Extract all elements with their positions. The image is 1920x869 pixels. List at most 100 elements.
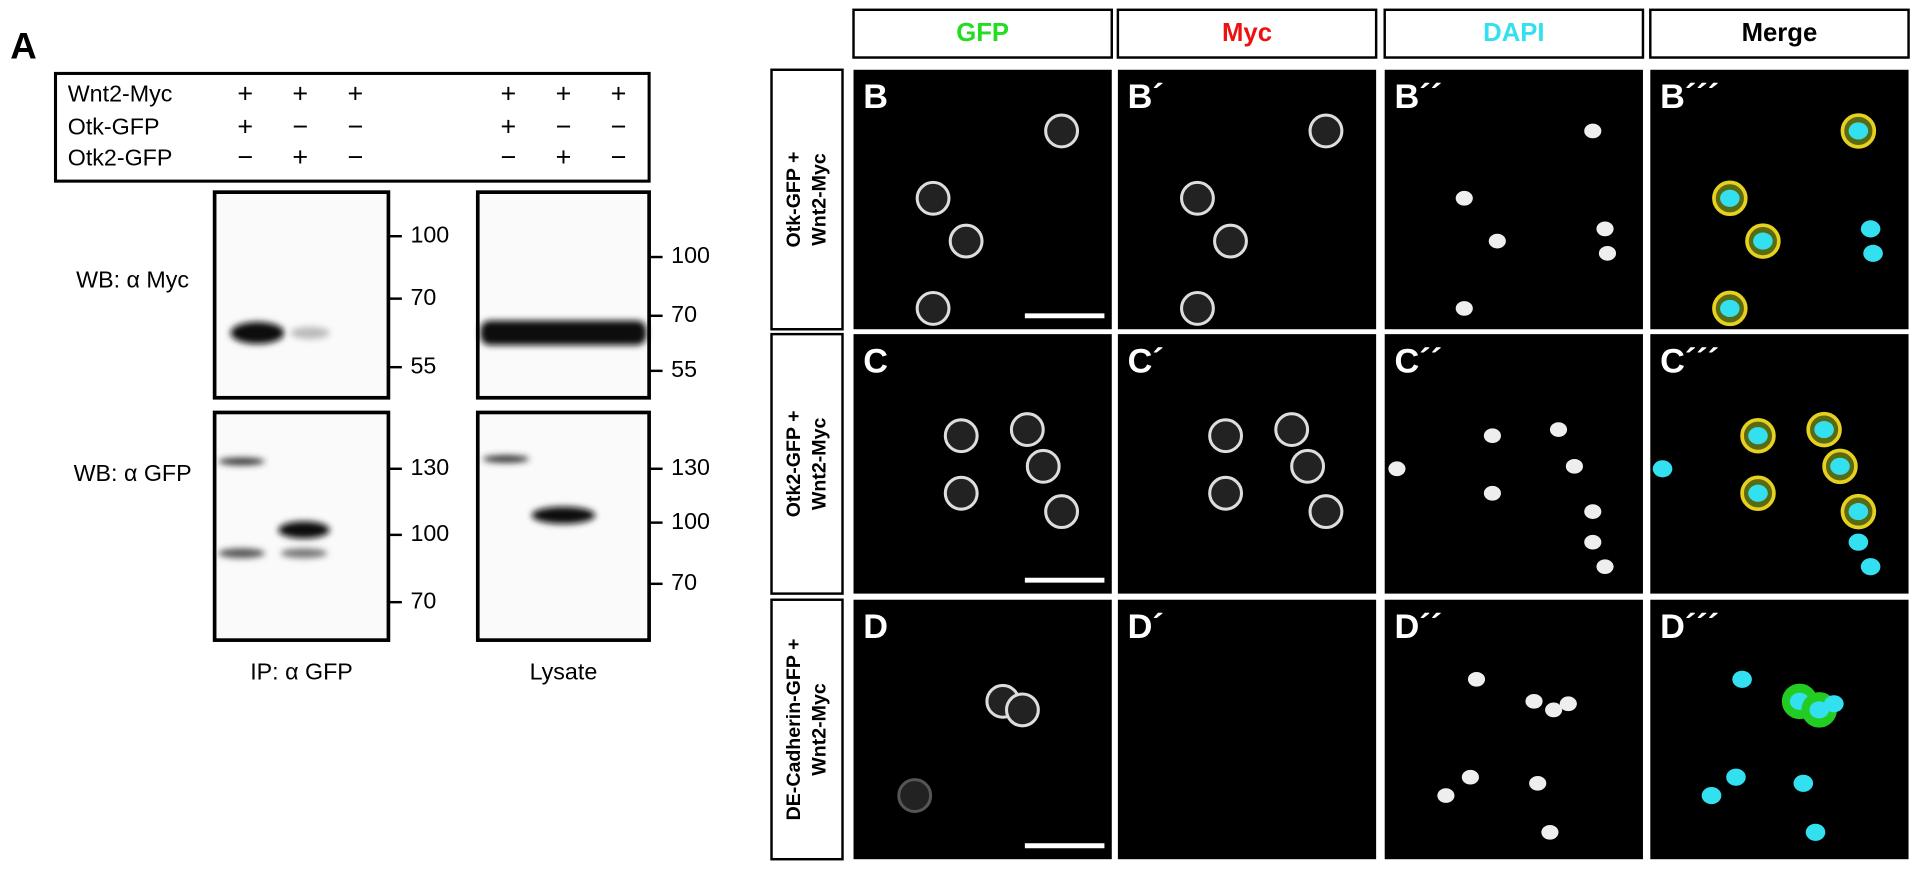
cell [1213,223,1248,259]
panel-letter: D [863,608,888,646]
nucleus [1860,220,1881,238]
cell [1004,692,1040,728]
band [482,455,530,463]
nucleus [1720,189,1740,207]
band [280,548,328,559]
treatment-sign: + [237,112,253,142]
lane-group-label: Lysate [530,658,598,684]
row-label: Wnt2-Myc [809,153,831,246]
marker-label: 100 [671,508,710,534]
band [218,457,265,466]
cell [943,418,979,454]
wb-label: WB: α GFP [74,460,192,486]
nucleus [1529,775,1547,791]
nucleus [1652,460,1673,478]
cells [1712,113,1883,327]
nucleus [1793,774,1814,792]
band [480,320,647,346]
panel-letter: B´ [1128,78,1164,116]
nucleus [1559,696,1577,712]
cells [943,412,1080,530]
nucleus [1549,422,1568,437]
treatment-name: Otk-GFP [68,114,160,140]
band [531,506,596,524]
nucleus [1584,534,1602,550]
cell [1044,113,1080,149]
panel-letter: D´ [1128,608,1164,646]
panel-letter: C´´´ [1660,343,1719,381]
micrograph [853,334,1112,594]
micrograph [1117,334,1377,594]
cells [1652,411,1881,576]
treatment-sign: + [292,79,308,109]
column-header-box [1116,8,1378,59]
nucleus [1720,299,1740,318]
treatment-sign: − [611,142,627,172]
cell [1308,113,1344,149]
micrograph [853,599,1112,860]
nucleus [1848,533,1869,551]
nucleus [1732,670,1752,688]
cells [1208,412,1344,530]
cells [1388,422,1614,575]
micrograph [1384,69,1643,330]
nucleus [1726,768,1746,786]
cell [915,180,951,216]
nucleus [1863,244,1883,262]
cell [1044,494,1080,530]
column-header-box [1649,8,1910,59]
blot-frame [212,410,391,642]
nucleus [1437,788,1455,803]
nucleus [1848,503,1869,521]
marker-label: 70 [671,301,697,327]
treatment-sign: + [501,79,517,109]
nucleus [1860,558,1881,576]
nucleus [1488,233,1506,249]
cell [1208,475,1244,511]
micrograph [1650,334,1909,594]
marker-label: 70 [410,587,436,613]
treatment-sign: + [292,142,308,172]
panel-letter: C´ [1128,343,1164,381]
micrograph [1650,599,1909,860]
micrograph [1384,599,1643,860]
nucleus [1565,458,1583,474]
nucleus [1596,221,1614,237]
blot-frame [475,190,651,400]
panel-letter: C´´ [1395,343,1443,381]
marker-label: 70 [671,569,697,595]
row-label: Wnt2-Myc [809,683,831,776]
cell [1025,448,1061,484]
column-header-box [852,8,1113,59]
row-label-box [770,598,844,861]
cell [948,223,984,259]
band [230,321,285,344]
bands [218,320,647,559]
band [278,521,330,539]
nucleus [1483,428,1501,444]
panel-letter: B [863,78,888,116]
row-label: Otk-GFP + [783,152,805,248]
cell [1290,448,1326,484]
blot-frame [212,190,391,400]
nucleus [1596,559,1614,575]
cell [1208,418,1244,454]
micrograph [853,69,1112,330]
row-label: Wnt2-Myc [809,418,831,511]
panel-letter: D´´ [1395,608,1443,646]
panel-letter: B´´ [1395,78,1443,116]
nucleus [1809,701,1829,719]
row-label: DE-Cadherin-GFP + [783,639,805,821]
treatment-sign: − [292,112,308,142]
treatment-sign: + [556,142,572,172]
cells [897,683,1040,814]
cells [915,113,1080,326]
treatment-name: Otk2-GFP [68,144,173,170]
cell [1274,412,1310,448]
nucleus [1598,246,1617,261]
column-header: DAPI [1483,19,1544,47]
column-header: GFP [956,19,1009,47]
cell [1180,290,1215,326]
nucleus [1467,671,1486,687]
